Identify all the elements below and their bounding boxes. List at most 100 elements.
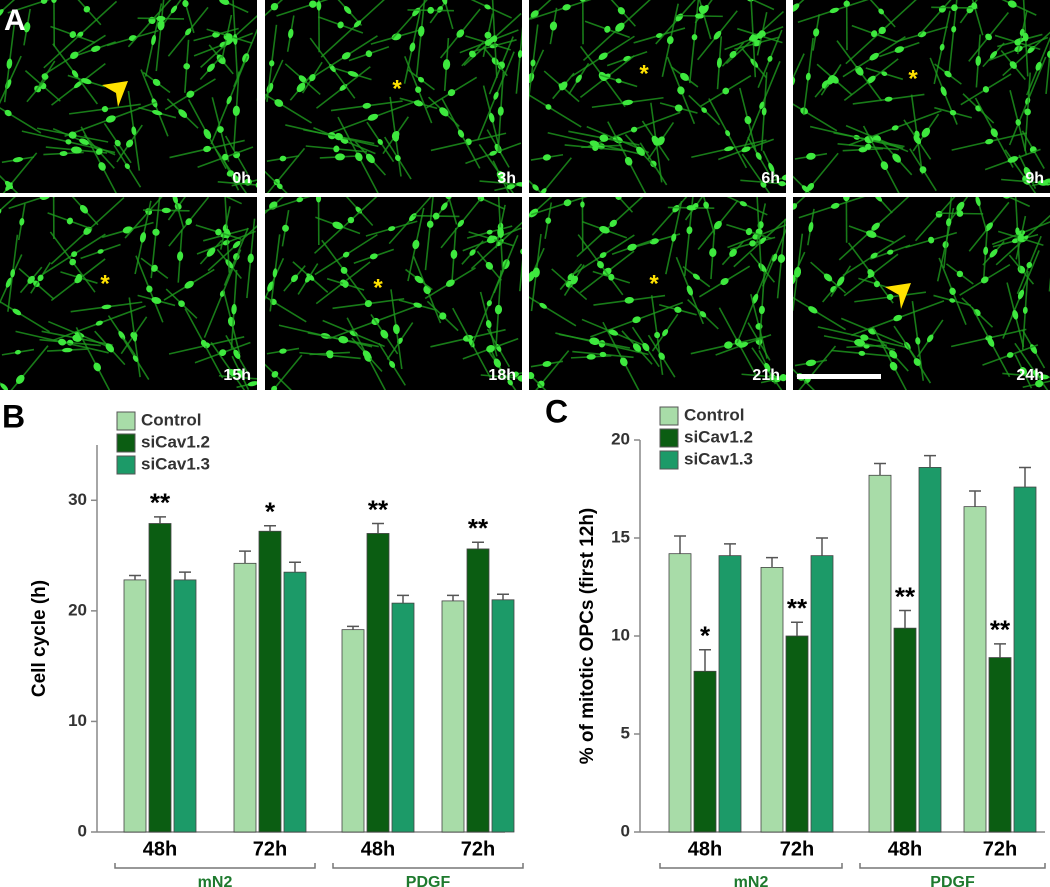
cell-body (913, 134, 922, 145)
x-tick-label: 48h (361, 838, 395, 860)
cell-body (232, 105, 240, 117)
cell-body (1014, 39, 1021, 46)
cell-body (858, 147, 868, 153)
cell-process (217, 180, 257, 186)
cell-body (347, 71, 359, 77)
cell-body (270, 2, 279, 11)
bar (341, 629, 365, 833)
error-bar (791, 621, 803, 636)
cell-body (81, 78, 92, 85)
significance-label: * (700, 621, 711, 651)
cell-body (767, 55, 773, 62)
cell-body (559, 81, 568, 91)
microscopy-frame: 0h (0, 0, 257, 193)
bar (718, 555, 742, 833)
cell-body (1015, 227, 1020, 235)
cell-body (739, 201, 747, 207)
error-bar (1019, 466, 1031, 488)
legend-label: siCav1.2 (684, 427, 753, 446)
cell-body (949, 109, 957, 116)
cell-body (758, 237, 767, 245)
cell-body (68, 131, 77, 139)
cell-body (185, 28, 192, 36)
cell-body (484, 39, 492, 46)
cell-body (793, 203, 798, 210)
cell-body (1022, 306, 1028, 314)
cell-body (744, 116, 752, 125)
cell-body (232, 174, 241, 184)
cell-body (650, 160, 657, 168)
cell-body (484, 31, 492, 39)
cell-body (532, 267, 540, 278)
cell-body (975, 197, 981, 207)
cell-body (632, 316, 641, 324)
cell-body (642, 342, 650, 352)
cell-body (529, 208, 539, 218)
cell-body (1017, 289, 1025, 300)
cell-body (468, 50, 476, 58)
bar (441, 600, 465, 833)
cell-body (729, 50, 737, 59)
cell-body (418, 76, 425, 83)
cell-body (412, 239, 420, 250)
cell-body (829, 7, 839, 14)
cell-body (949, 287, 956, 295)
significance-label: ** (150, 488, 171, 518)
cells (793, 197, 1050, 390)
cell-body (206, 247, 216, 257)
cell-body (355, 152, 363, 162)
time-label: 6h (761, 170, 780, 187)
cell-body (151, 34, 156, 46)
cell-body (388, 226, 396, 232)
cell-process (52, 197, 55, 240)
cell-body (70, 51, 79, 60)
cell-body (530, 59, 536, 67)
error-bar (372, 522, 384, 534)
cell-body (427, 6, 435, 14)
cell-body (866, 75, 876, 84)
cell-body (413, 100, 424, 107)
x-tick-label: 72h (983, 838, 1017, 860)
cell-body (393, 324, 400, 335)
significance-label: ** (468, 513, 489, 543)
cell-body (485, 261, 494, 270)
cell-body (758, 305, 765, 315)
bar (1013, 486, 1037, 833)
cell-body (951, 25, 957, 33)
cell-body (457, 219, 465, 227)
cell-body (365, 50, 373, 58)
cell-body (919, 166, 927, 174)
group-label: mN2 (198, 874, 233, 887)
cell-body (951, 4, 958, 12)
cell-body (703, 201, 709, 209)
cell-body (177, 251, 184, 261)
cell-body (231, 303, 237, 315)
cell-body (282, 224, 289, 232)
cell-body (701, 107, 707, 113)
cell-body (226, 170, 234, 177)
cell-body (891, 125, 899, 131)
cell-body (184, 280, 194, 289)
cell-body (764, 362, 771, 372)
cell-body (97, 249, 104, 254)
y-tick-label: 20 (611, 429, 630, 448)
group-bracket (659, 863, 843, 869)
cell-body (778, 181, 786, 187)
time-label: 9h (1025, 170, 1044, 187)
cell-body (985, 33, 993, 41)
cell-body (539, 302, 547, 309)
group-label: mN2 (734, 874, 769, 887)
cell-body (79, 205, 88, 214)
cell-body (599, 134, 609, 142)
cell-body (944, 70, 952, 78)
cell-body (889, 361, 898, 371)
legend-swatch (116, 433, 136, 453)
cell-body (871, 30, 878, 38)
cell-body (1007, 0, 1017, 8)
error-bar (699, 648, 711, 672)
cell-body (69, 258, 77, 266)
cell-body (492, 35, 498, 43)
cell-body (805, 72, 811, 81)
cell-body (216, 54, 226, 65)
cell-body (151, 296, 162, 304)
